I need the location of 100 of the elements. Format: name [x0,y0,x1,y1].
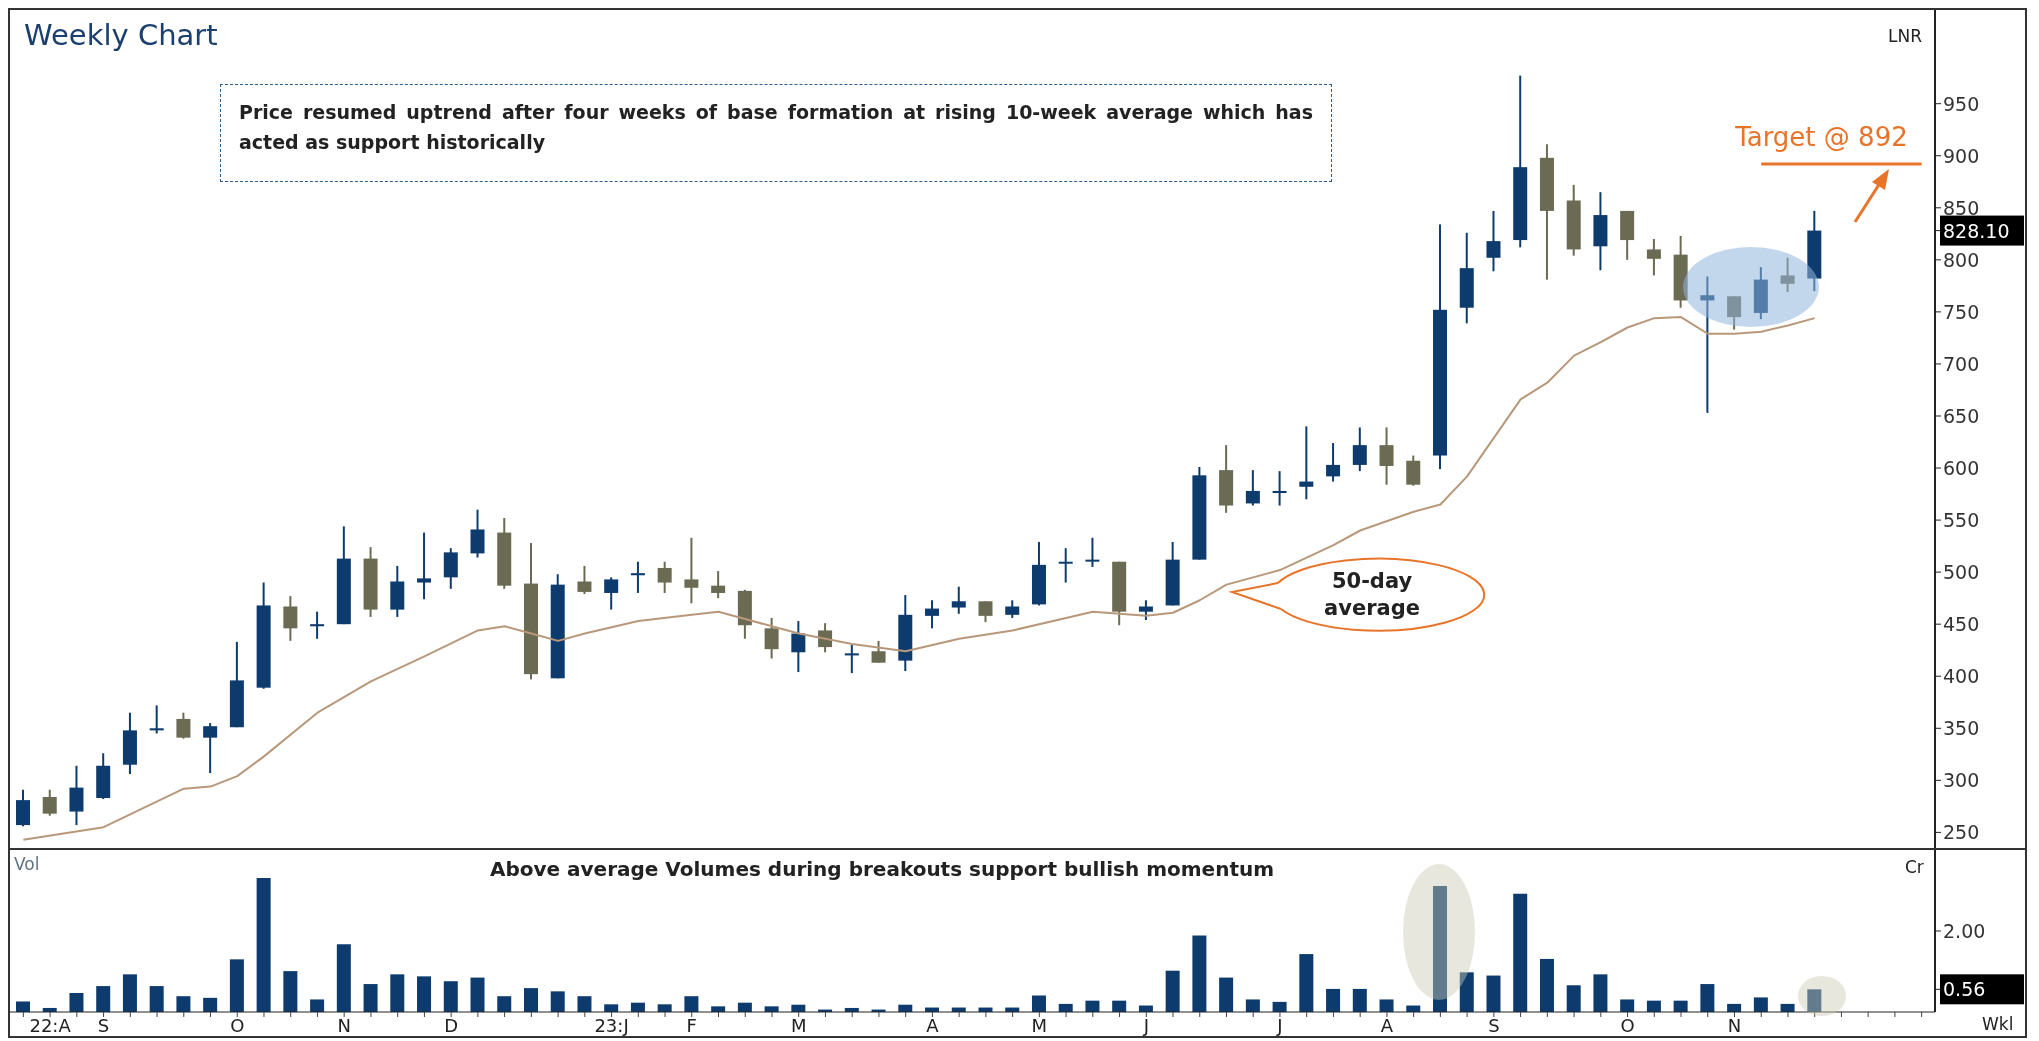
y-tick-label: 900 [1943,144,1980,167]
candlestick [69,764,84,827]
bar [1326,988,1341,1012]
bar [443,981,458,1012]
candlestick [764,616,779,660]
candlestick [684,536,699,605]
x-tick-label: F [686,1014,697,1036]
candlestick [871,639,886,664]
bar [283,971,298,1012]
x-tick-label: J [1276,1014,1283,1036]
x-tick-label: 23:J [594,1014,629,1036]
candlestick [283,595,298,642]
y-tick-label: 0.56 [1943,978,1986,1001]
bar [310,999,325,1012]
y-tick-label: 400 [1943,665,1980,688]
bar [1433,886,1448,1012]
x-tick-label: M [1031,1014,1048,1036]
candlestick [1379,426,1394,486]
bar [1566,985,1581,1012]
candlestick [176,711,191,740]
x-tick-label: A [1380,1014,1394,1036]
y-tick-label: 800 [1943,248,1980,271]
candlestick [978,600,993,624]
candlestick [1406,454,1421,487]
y-tick-label: 300 [1943,769,1980,792]
chart-title: Weekly Chart [24,18,218,52]
y-tick-label: 700 [1943,352,1980,375]
candlestick [1352,426,1367,473]
y-axis-title: Cr [1905,857,1924,877]
candlestick [951,585,966,615]
text: Wkl [1982,1014,2014,1034]
bar [1539,958,1554,1012]
bar [176,996,191,1012]
bar [1807,989,1822,1012]
bar [149,986,164,1012]
bar [229,959,244,1012]
bar [684,996,699,1012]
y-tick-label: 828.10 [1943,219,2010,242]
annotation: Above average Volumes during breakouts support bullish momentum [488,857,1276,881]
bar [1299,954,1314,1012]
bar [96,986,111,1012]
bar [497,996,512,1012]
bar [1486,975,1501,1012]
candlestick [1727,295,1742,331]
candlestick [630,560,645,594]
x-tick-label: N [337,1014,351,1036]
candlestick [1085,536,1100,568]
annotation: Vol [14,854,40,874]
candlestick [1299,425,1314,501]
y-tick-label: 950 [1943,92,1980,115]
candlestick [844,644,859,675]
y-tick-label: 850 [1943,196,1980,219]
bar [1620,999,1635,1012]
bar [1219,977,1234,1012]
annotation: LNR [1888,26,1922,46]
candlestick [149,704,164,735]
y-tick-label: 550 [1943,509,1980,532]
bar [336,944,351,1012]
y-tick-label: 350 [1943,717,1980,740]
x-tick-label: A [926,1014,940,1036]
candlestick [818,622,833,654]
y-tick-label: 450 [1943,613,1980,636]
x-tick-label: S [97,1014,110,1036]
ref-line-label: Target @ 892 [1734,122,1908,153]
x-tick-label: D [444,1014,459,1036]
bar [363,984,378,1012]
bar [523,988,538,1012]
y-tick-label: 500 [1943,561,1980,584]
bar [1593,974,1608,1012]
candlestick [1245,469,1260,507]
candlestick [1486,209,1501,273]
bar [1165,970,1180,1012]
candlestick [417,531,432,601]
bar [256,877,271,1012]
x-tick-label: J [1142,1014,1149,1036]
candlestick [1272,470,1287,507]
bar [1245,999,1260,1012]
annotation: Price resumed uptrend after four weeks of base formation at rising 10-week average which has acted as support historically [220,84,1332,182]
y-tick-label: 600 [1943,457,1980,480]
line-series [22,316,1816,841]
bar [657,1004,672,1012]
bar [390,974,405,1012]
candlestick [1646,238,1661,277]
candlestick [791,620,806,674]
candlestick [470,508,485,559]
bar [470,977,485,1012]
x-tick-label: N [1727,1014,1742,1036]
x-tick-label: O [230,1014,245,1036]
candlestick [604,576,619,611]
y-tick-label: 750 [1943,300,1980,323]
bar [1513,893,1528,1012]
candlestick [577,564,592,595]
bar [1700,984,1715,1012]
annotation: 50-day average [1324,569,1420,620]
bar [1753,997,1768,1012]
x-tick-label: S [1488,1014,1500,1036]
candlestick [711,570,726,600]
bar [203,997,218,1012]
y-tick-label: 650 [1943,404,1980,427]
candlestick [1138,599,1153,622]
